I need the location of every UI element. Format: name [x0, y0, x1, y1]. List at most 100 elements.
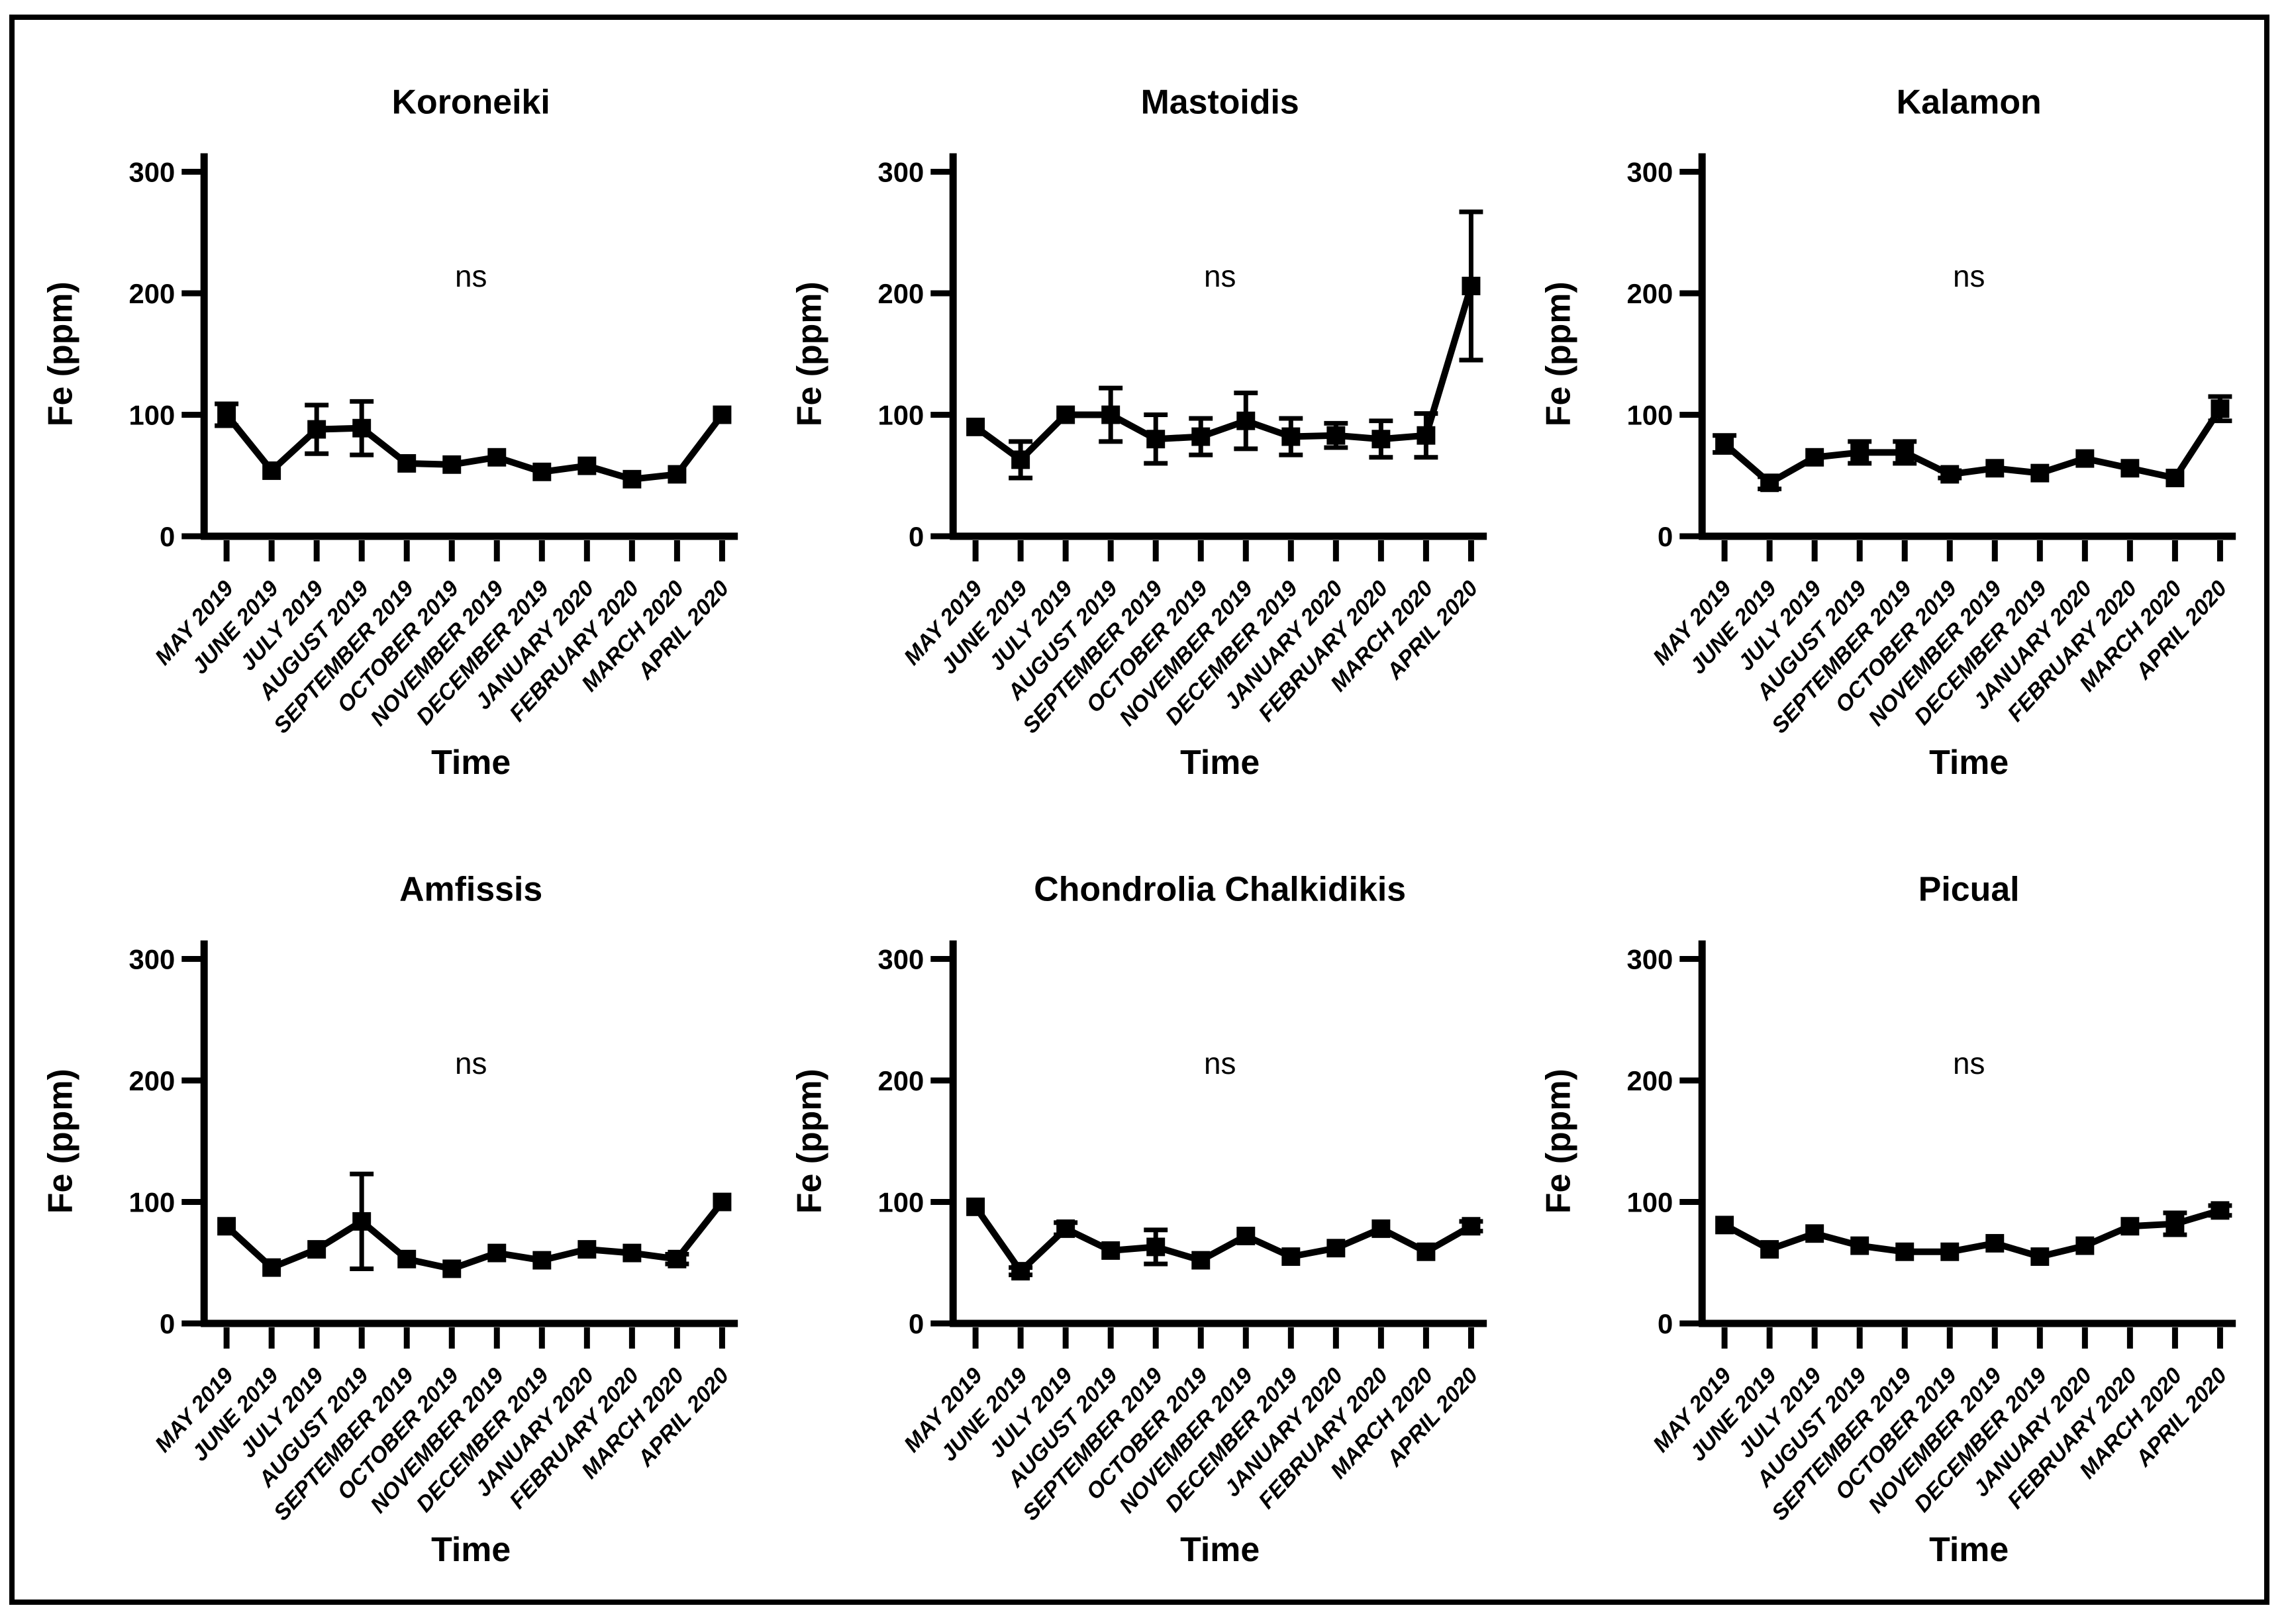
data-point-marker [1895, 1242, 1915, 1261]
y-tick-label: 0 [1658, 1308, 1673, 1339]
data-point-marker [217, 405, 236, 424]
series-line [1722, 406, 2223, 487]
data-point-marker [1011, 450, 1030, 469]
data-point-marker [1850, 443, 1869, 462]
series-line [973, 285, 1475, 464]
x-axis-title: Time [1180, 743, 1260, 781]
data-point-marker [1417, 426, 1436, 445]
series-line [973, 1204, 1473, 1276]
data-point-marker [1191, 427, 1211, 446]
data-point-marker [2211, 1201, 2230, 1220]
data-point-marker [2120, 459, 2140, 478]
ns-annotation: ns [1204, 1046, 1236, 1080]
data-point-marker [966, 417, 985, 436]
panels-grid: Koroneiki ns 0 100 200 300 MAY 2019 JUNE 2019 JU… [15, 20, 2264, 1600]
data-point-marker [217, 1217, 236, 1236]
x-axis-title: Time [1929, 1530, 2009, 1568]
data-point-marker [2165, 1214, 2185, 1233]
ns-annotation: ns [455, 259, 487, 293]
series-line [224, 412, 725, 483]
data-point-marker [2030, 1247, 2050, 1266]
data-point-marker [1101, 1241, 1120, 1260]
y-tick-label: 100 [877, 1186, 924, 1218]
data-point-marker [532, 1251, 552, 1270]
panel-mastoidis: Mastoidis ns 0 100 200 300 MAY 2019 JUNE 2019 JU… [765, 24, 1514, 811]
y-tick-label: 100 [877, 399, 924, 430]
panel-title: Picual [1918, 870, 2020, 908]
y-tick-label: 200 [128, 1065, 175, 1096]
panel-title: Kalamon [1897, 83, 2042, 121]
y-tick-label: 0 [909, 1308, 924, 1339]
data-point-marker [2075, 449, 2095, 468]
y-tick-label: 0 [1658, 521, 1673, 552]
data-point-marker [1462, 1217, 1481, 1236]
data-point-marker [1191, 1251, 1211, 1270]
data-point-marker [532, 462, 552, 481]
data-point-marker [1371, 430, 1391, 449]
panel-chondrolia-chalkidikis: Chondrolia Chalkidikis ns 0 100 200 300 MAY 20… [765, 811, 1514, 1598]
data-point-marker [307, 420, 326, 439]
data-point-marker [1985, 459, 2005, 478]
x-axis-title: Time [431, 1530, 511, 1568]
data-point-marker [622, 1243, 642, 1263]
ns-annotation: ns [1204, 259, 1236, 293]
data-point-marker [668, 465, 687, 484]
y-tick-label: 0 [160, 521, 175, 552]
data-point-marker [577, 456, 597, 475]
y-tick-label: 200 [877, 278, 924, 309]
data-point-marker [1371, 1219, 1391, 1238]
data-point-marker [1850, 1236, 1869, 1255]
data-point-marker [1940, 1242, 1960, 1261]
data-point-marker [1056, 1219, 1075, 1238]
y-tick-label: 200 [1626, 1065, 1673, 1096]
data-point-marker [1760, 473, 1779, 493]
y-tick-label: 300 [877, 943, 924, 975]
data-point-marker [713, 1192, 732, 1212]
panel-koroneiki: Koroneiki ns 0 100 200 300 MAY 2019 JUNE 2019 JU… [16, 24, 765, 811]
data-point-marker [262, 1258, 281, 1277]
data-point-marker [2120, 1217, 2140, 1236]
y-tick-label: 300 [128, 943, 175, 975]
data-point-marker [1326, 426, 1346, 445]
y-tick-label: 200 [877, 1065, 924, 1096]
data-point-marker [1236, 411, 1256, 430]
data-point-marker [1281, 427, 1301, 446]
y-tick-label: 300 [877, 156, 924, 187]
data-point-marker [1715, 434, 1734, 454]
series-line [224, 1200, 725, 1272]
data-point-marker [577, 1240, 597, 1259]
data-point-marker [2030, 463, 2050, 483]
y-tick-label: 100 [1626, 399, 1673, 430]
data-point-marker [397, 454, 417, 473]
y-axis-title: Fe (ppm) [41, 1069, 79, 1214]
series-line [1722, 1207, 2221, 1261]
data-point-marker [352, 1212, 372, 1231]
data-point-marker [442, 455, 462, 474]
data-point-marker [487, 448, 507, 467]
panel-amfissis: Amfissis ns 0 100 200 300 MAY 2019 JUNE 2019 JUL… [16, 811, 765, 1598]
y-axis-title: Fe (ppm) [790, 281, 828, 426]
data-point-marker [1895, 443, 1915, 462]
data-point-marker [1985, 1233, 2005, 1253]
y-axis-title: Fe (ppm) [790, 1069, 828, 1214]
data-point-marker [1281, 1247, 1301, 1266]
data-point-marker [1805, 1224, 1824, 1243]
panel-kalamon: Kalamon ns 0 100 200 300 MAY 2019 JUNE 2019 JULY… [1514, 24, 2263, 811]
data-point-marker [1940, 465, 1960, 484]
ns-annotation: ns [1953, 259, 1985, 293]
data-point-marker [1236, 1226, 1256, 1245]
data-point-marker [1326, 1239, 1346, 1258]
data-point-marker [1805, 448, 1824, 467]
y-tick-label: 0 [160, 1308, 175, 1339]
figure-border: Koroneiki ns 0 100 200 300 MAY 2019 JUNE 2019 JU… [9, 15, 2269, 1605]
y-tick-label: 300 [128, 156, 175, 187]
data-point-marker [2211, 399, 2230, 418]
y-axis-title: Fe (ppm) [1539, 281, 1577, 426]
ns-annotation: ns [455, 1046, 487, 1080]
y-tick-label: 100 [1626, 1186, 1673, 1218]
